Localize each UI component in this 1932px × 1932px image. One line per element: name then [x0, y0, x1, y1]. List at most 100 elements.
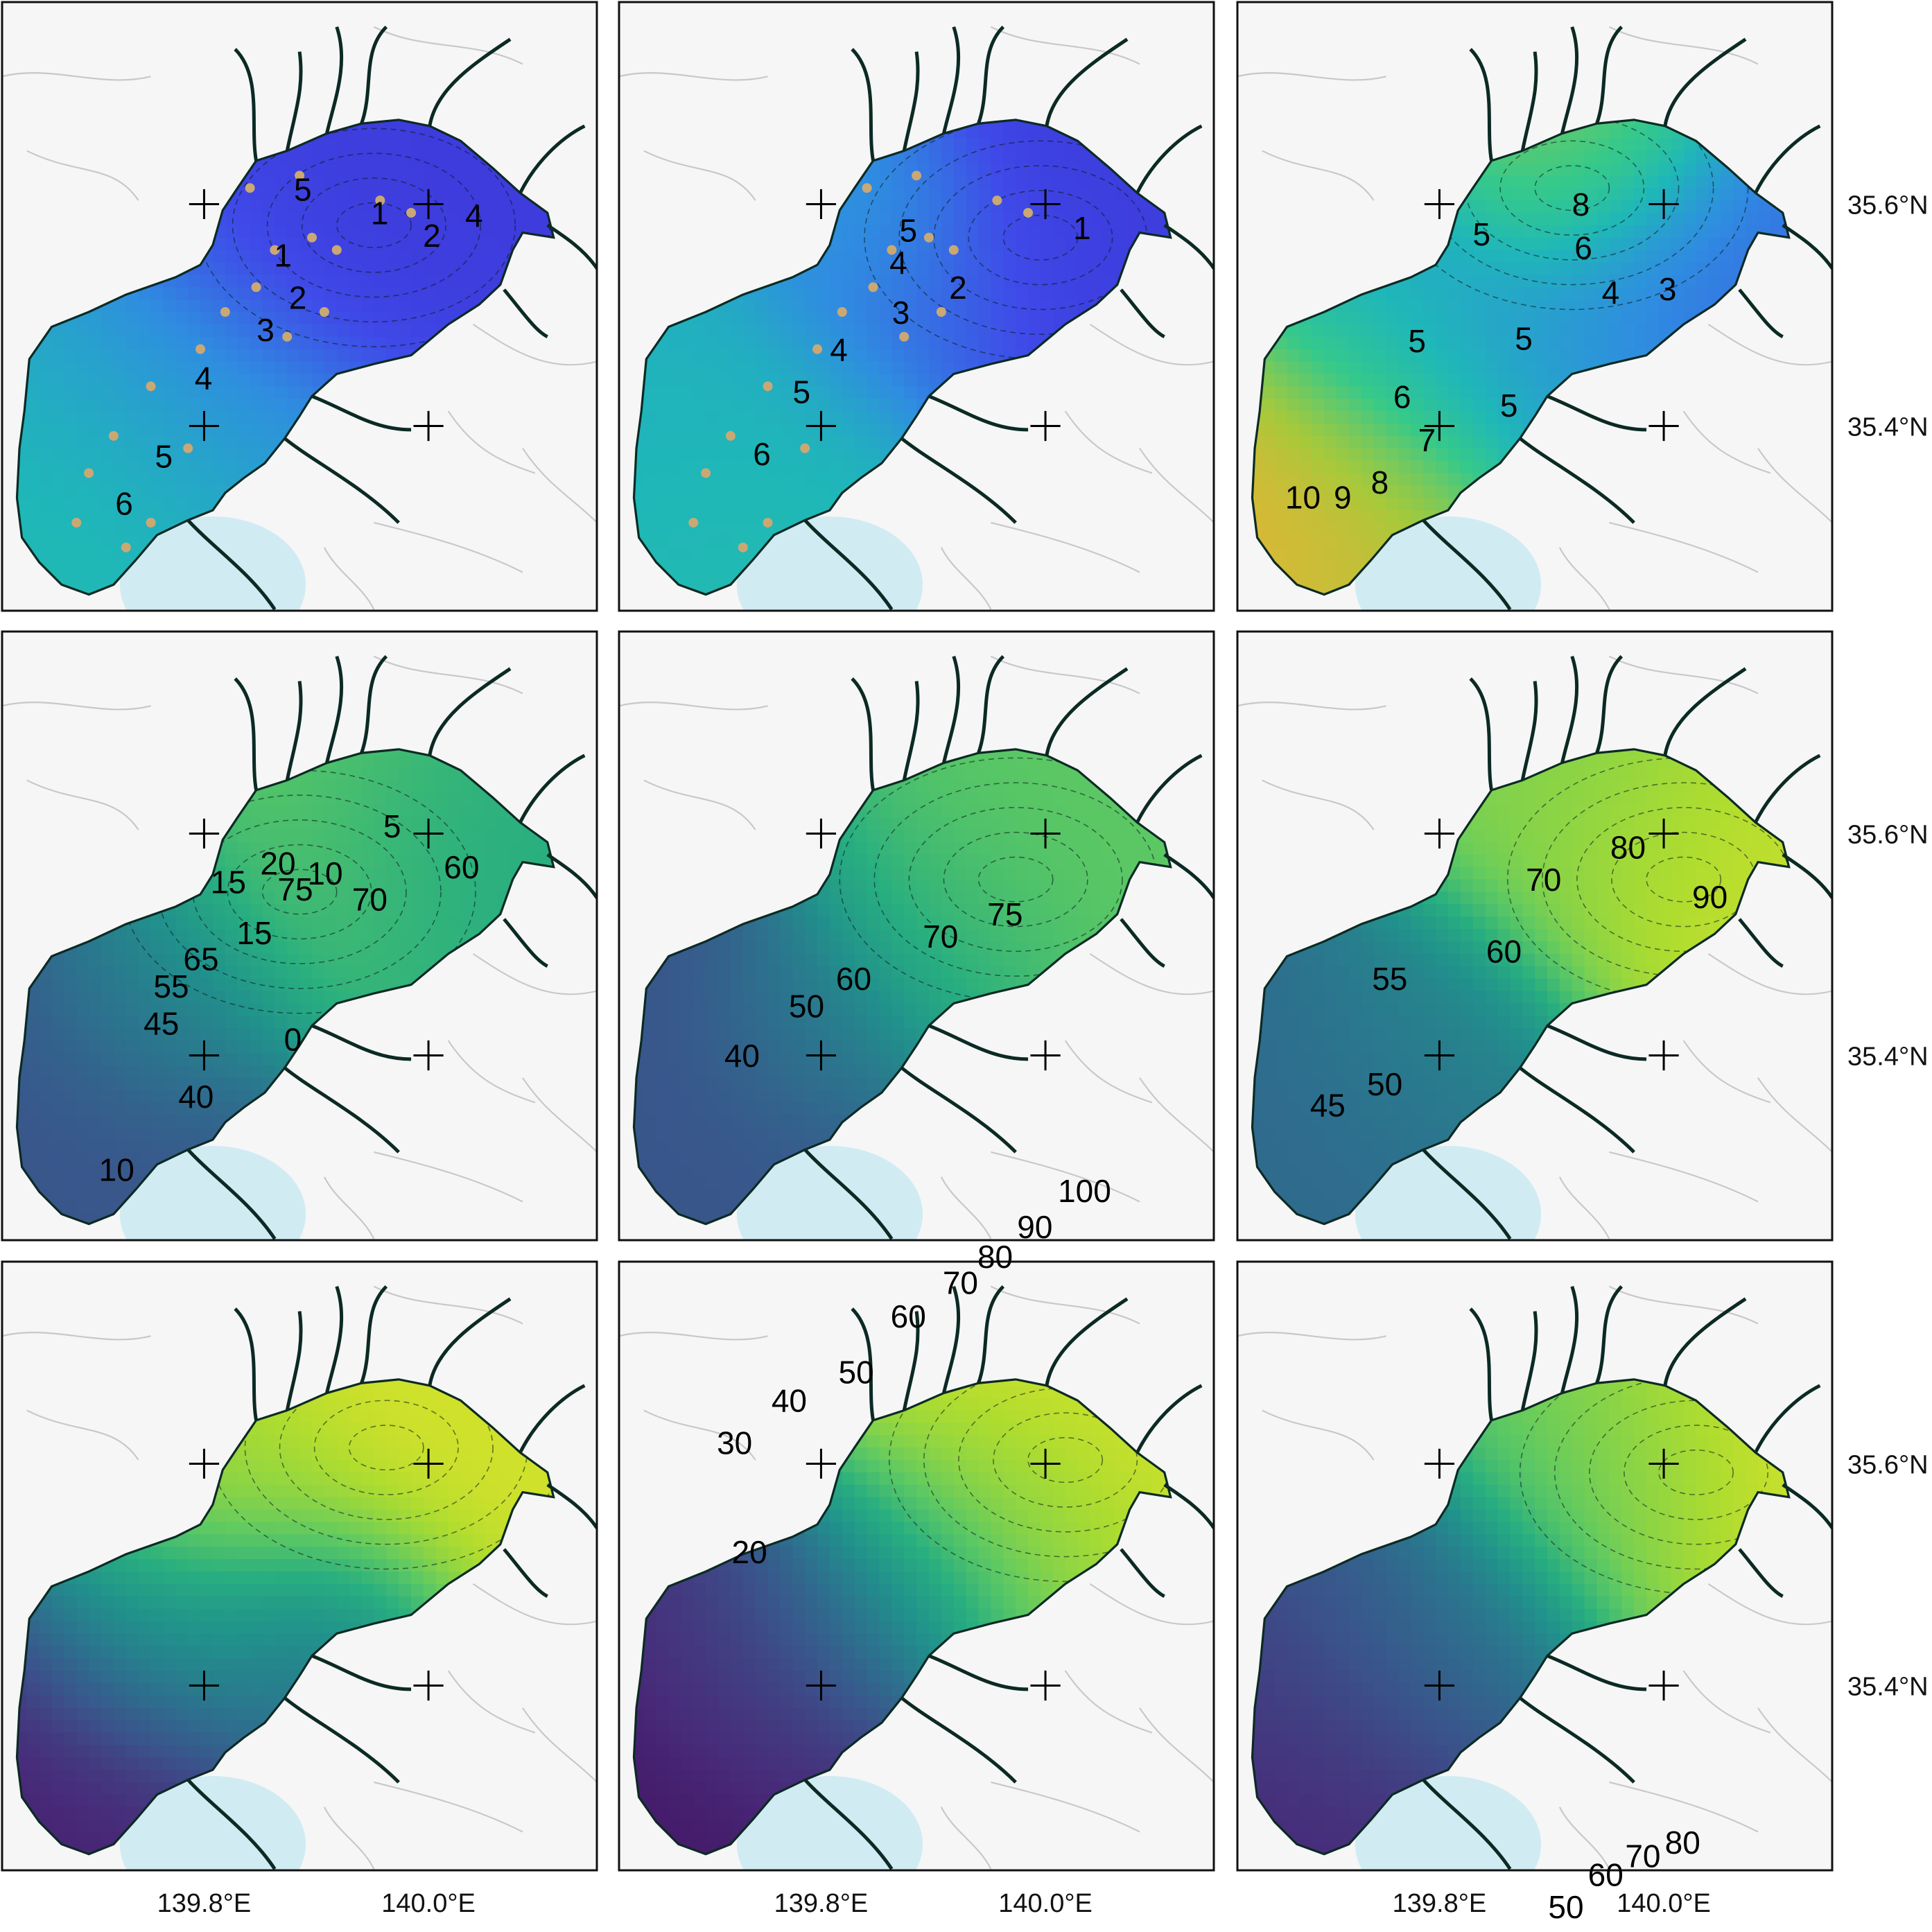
river — [943, 27, 958, 134]
y-tick-label: 35.6°N — [1847, 191, 1929, 220]
graticule-cross — [1648, 1670, 1679, 1701]
river — [188, 520, 275, 609]
contour-line — [261, 869, 338, 915]
panel-frame — [1236, 1, 1834, 612]
contour-line — [1658, 1449, 1734, 1495]
station-marker — [195, 344, 206, 354]
district-boundary — [374, 521, 523, 573]
river — [312, 1026, 411, 1059]
contour-label: 6 — [1574, 230, 1592, 266]
district-boundary — [643, 1409, 756, 1461]
river — [902, 438, 1016, 523]
contour-label: 50 — [1548, 1889, 1583, 1925]
graticule-cross — [413, 1670, 444, 1701]
river — [1597, 1287, 1622, 1383]
panel-frame — [1236, 1260, 1834, 1872]
district-boundary — [472, 323, 597, 366]
graticule-cross — [806, 818, 837, 849]
graticule-cross — [189, 818, 220, 849]
station-marker — [738, 542, 748, 552]
contour-line — [993, 1412, 1138, 1508]
contour-label: 2 — [423, 218, 441, 254]
contour-label: 70 — [923, 919, 958, 955]
contour-label: 30 — [717, 1425, 752, 1461]
map-panel-row1-col3 — [1236, 1, 1834, 612]
river — [1597, 656, 1622, 753]
contour-label: 1 — [1073, 210, 1091, 246]
river — [904, 1312, 918, 1411]
district-boundary — [1608, 26, 1759, 65]
map-panel-row2-col3 — [1236, 630, 1834, 1242]
contour-label: 5 — [1472, 216, 1490, 252]
river — [1562, 27, 1576, 134]
river — [1121, 1549, 1165, 1596]
station-marker — [121, 542, 131, 552]
district-boundary — [2, 1332, 151, 1341]
river — [430, 669, 510, 756]
river — [520, 756, 584, 823]
map-panel-row3-col2 — [618, 1260, 1215, 1872]
contour-label: 2 — [289, 279, 307, 315]
graticule-cross — [1648, 1040, 1679, 1071]
river — [902, 1068, 1016, 1152]
district-boundary — [1757, 448, 1832, 523]
river — [1520, 1068, 1634, 1152]
river — [929, 1656, 1028, 1689]
district-boundary — [990, 26, 1140, 65]
contour-label: 5 — [793, 374, 811, 410]
river — [285, 1698, 399, 1782]
river — [1165, 225, 1215, 269]
district-boundary — [522, 448, 597, 523]
river — [287, 1312, 301, 1411]
district-boundary — [373, 1285, 523, 1325]
contour-label: 90 — [1692, 879, 1728, 915]
district-boundary — [374, 1781, 523, 1833]
district-boundary — [619, 72, 768, 81]
station-marker — [146, 381, 156, 392]
station-marker — [84, 468, 94, 478]
district-boundary — [1237, 1332, 1386, 1341]
contour-label: 8 — [1371, 464, 1389, 501]
river — [430, 40, 510, 126]
river — [327, 656, 341, 763]
river — [1755, 1386, 1820, 1453]
map-panel-row3-col3 — [1236, 1260, 1834, 1872]
contour-line — [1027, 1437, 1104, 1483]
river — [805, 1149, 891, 1239]
contour-line — [968, 189, 1113, 286]
river — [1522, 52, 1536, 151]
contour-label: 0 — [284, 1022, 302, 1058]
river — [235, 49, 256, 161]
panel-frame — [618, 630, 1215, 1242]
district-boundary — [991, 1781, 1140, 1833]
contour-line — [1002, 214, 1079, 261]
contour-label: 60 — [891, 1298, 926, 1334]
district-boundary — [1757, 1077, 1832, 1153]
river — [312, 397, 411, 430]
graticule-cross — [1424, 410, 1455, 442]
station-marker — [270, 245, 280, 255]
district-boundary — [1608, 1285, 1759, 1325]
district-boundary — [522, 1077, 597, 1153]
river — [1137, 756, 1201, 823]
graticule-cross — [189, 410, 220, 442]
river — [1520, 438, 1634, 523]
contour-label: 3 — [1659, 271, 1677, 307]
river — [852, 679, 873, 790]
district-boundary — [1262, 150, 1375, 201]
contour-label: 55 — [153, 968, 189, 1004]
river — [1047, 1299, 1127, 1386]
graticule-cross — [1648, 818, 1679, 849]
contour-label: 10 — [99, 1152, 134, 1188]
coastline — [1252, 749, 1789, 1224]
contour-label: 4 — [889, 245, 907, 281]
district-boundary — [323, 1176, 375, 1239]
coastline — [634, 1380, 1170, 1854]
contour-line — [923, 1379, 1171, 1558]
graticule-cross — [413, 818, 444, 849]
river — [362, 656, 387, 753]
station-marker — [251, 282, 261, 293]
x-tick-label: 139.8°E — [1393, 1889, 1487, 1918]
river — [904, 52, 918, 151]
river — [188, 1149, 275, 1239]
